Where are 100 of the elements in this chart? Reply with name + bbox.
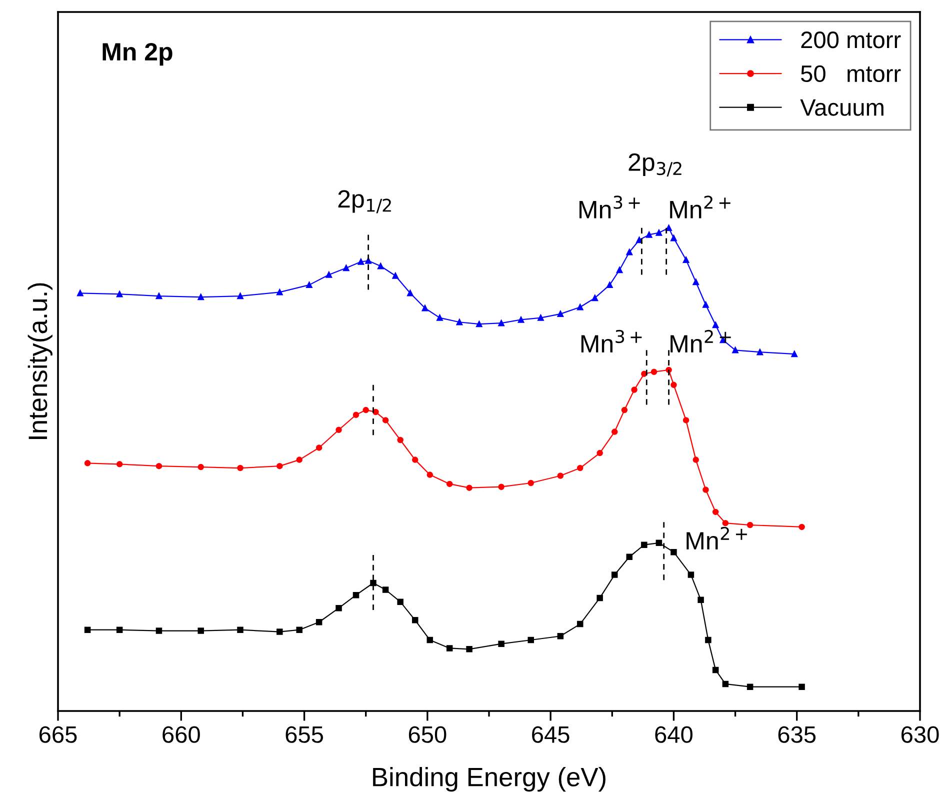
x-tick-label: 660 — [162, 726, 200, 743]
point — [362, 406, 369, 414]
point — [237, 292, 244, 300]
point — [156, 292, 162, 300]
point — [198, 294, 204, 300]
point — [446, 480, 453, 488]
point — [688, 572, 694, 578]
point — [636, 236, 642, 244]
point — [656, 540, 662, 546]
point — [358, 258, 364, 265]
point — [412, 456, 418, 463]
point — [557, 633, 564, 640]
point — [276, 462, 283, 470]
legend-label: Vacuum — [800, 99, 884, 116]
point — [682, 417, 690, 424]
point — [116, 290, 123, 298]
point — [666, 224, 672, 232]
point — [698, 596, 704, 604]
point — [577, 620, 584, 628]
point — [397, 598, 404, 605]
point — [791, 350, 798, 358]
annotation: Mn$^{2+}$ — [670, 196, 730, 218]
x-tick-label: 630 — [902, 726, 939, 743]
point — [412, 617, 418, 624]
point — [528, 480, 534, 486]
point — [722, 520, 729, 526]
point — [798, 684, 805, 690]
y-axis-title: Intensity(a.u.) — [28, 283, 52, 439]
annotation: Mn$^{3+}$ — [580, 196, 640, 218]
point — [237, 626, 244, 633]
point — [692, 278, 700, 286]
point — [616, 266, 623, 274]
point — [326, 272, 332, 278]
annotation: Mn$^{3+}$ — [581, 330, 642, 352]
point — [712, 508, 719, 516]
point — [456, 319, 463, 326]
point — [670, 382, 677, 388]
point — [316, 618, 322, 626]
point — [392, 272, 399, 279]
point — [656, 230, 662, 236]
point — [296, 456, 302, 463]
point — [650, 368, 658, 376]
point — [466, 646, 472, 652]
point — [641, 542, 648, 548]
x-tick-label: 650 — [408, 726, 446, 743]
point — [336, 426, 342, 433]
annotation: 2p$_{3/2}$ — [628, 153, 682, 177]
annotation: Mn$^{2+}$ — [686, 526, 747, 550]
point — [577, 464, 584, 472]
point — [237, 464, 244, 472]
x-tick-label: 640 — [655, 726, 692, 743]
point — [798, 524, 805, 530]
x-axis-title: Binding Energy (eV) — [373, 767, 606, 792]
x-tick-label: 645 — [532, 726, 570, 743]
point — [198, 464, 204, 470]
point — [426, 472, 434, 478]
point — [611, 428, 618, 435]
point — [702, 486, 709, 493]
point — [626, 248, 633, 256]
text: Mn 2p — [102, 42, 172, 66]
point — [498, 320, 504, 326]
point — [306, 282, 312, 288]
point — [596, 594, 603, 602]
point — [426, 636, 434, 644]
point — [557, 310, 564, 318]
point — [756, 348, 764, 356]
point — [557, 472, 564, 479]
point — [296, 626, 302, 633]
point — [746, 522, 754, 528]
x-tick-label: 655 — [286, 726, 323, 743]
x-tick-label: 665 — [40, 726, 77, 743]
point — [370, 580, 376, 586]
point — [116, 626, 123, 633]
point — [712, 322, 719, 328]
point — [476, 320, 482, 328]
legend-label: 200 mtorr — [801, 32, 901, 48]
point — [116, 461, 123, 468]
point — [670, 548, 677, 556]
point — [498, 640, 504, 647]
annotation: 2p$_{1/2}$ — [338, 190, 391, 214]
point — [382, 586, 389, 593]
legend-label: 50 mtorr — [801, 65, 901, 82]
point — [621, 406, 628, 414]
point — [276, 628, 283, 635]
point — [382, 417, 389, 424]
point — [446, 645, 453, 652]
point — [378, 262, 384, 270]
point — [712, 666, 719, 674]
point — [156, 462, 162, 470]
point — [692, 456, 700, 463]
point — [498, 484, 504, 490]
x-tick-label: 635 — [778, 726, 816, 743]
point — [606, 282, 613, 288]
point — [682, 256, 690, 263]
point — [352, 412, 360, 418]
point — [611, 572, 618, 578]
point — [84, 460, 91, 466]
point — [722, 680, 729, 688]
point — [316, 444, 322, 451]
point — [343, 264, 350, 272]
